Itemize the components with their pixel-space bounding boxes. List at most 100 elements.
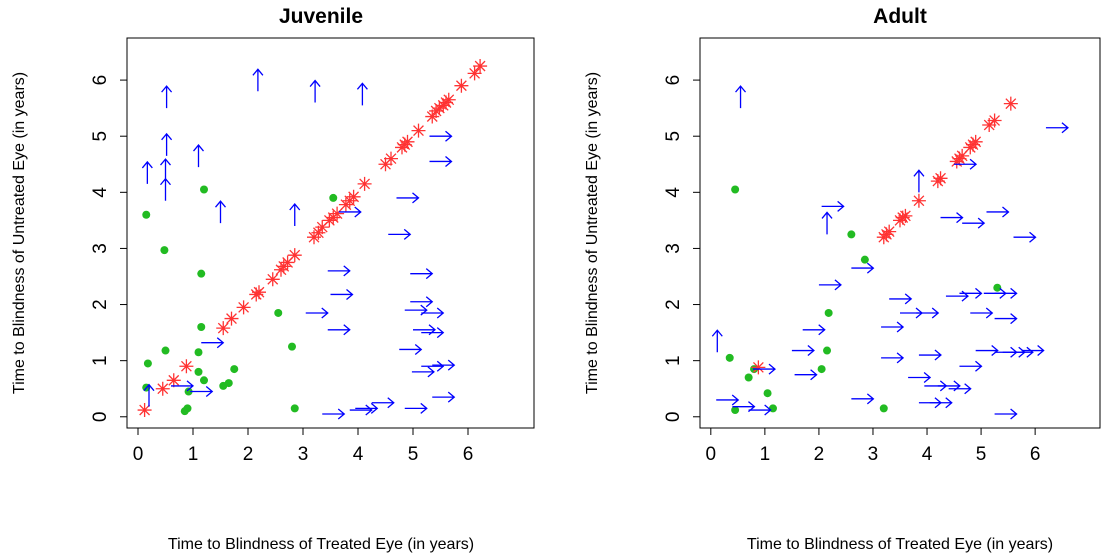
censored-point xyxy=(975,345,999,357)
y-axis: 0 1 2 3 4 5 6 xyxy=(663,75,700,422)
censored-point xyxy=(716,394,740,406)
censored-point xyxy=(429,155,453,167)
data-point xyxy=(817,365,826,374)
censored-point xyxy=(945,290,969,302)
x-tick-label: 1 xyxy=(188,444,199,465)
data-point xyxy=(142,210,151,219)
y-tick-label: 3 xyxy=(90,243,111,254)
x-tick-label: 1 xyxy=(760,444,771,465)
censored-point xyxy=(289,202,301,226)
x-tick-label: 4 xyxy=(922,444,933,465)
censored-point xyxy=(388,228,412,240)
censored-point xyxy=(881,352,905,364)
adult-panel: Adult 0 1 2 3 4 5 6 0 1 2 3 4 5 6 Time to Blindness … xyxy=(584,5,1101,553)
censored-point xyxy=(399,343,423,355)
data-point xyxy=(137,403,152,418)
x-tick-label: 5 xyxy=(408,444,419,465)
censored-point xyxy=(404,304,428,316)
data-point xyxy=(224,311,239,326)
censored-point xyxy=(986,206,1010,218)
censored-point xyxy=(1021,345,1045,357)
censored-point xyxy=(929,397,953,409)
data-point xyxy=(197,322,206,331)
censored-point xyxy=(322,408,346,420)
y-tick-label: 4 xyxy=(663,187,684,198)
panel-title: Juvenile xyxy=(279,5,363,28)
x-axis: 0 1 2 3 4 5 6 xyxy=(133,428,474,465)
data-point xyxy=(384,151,398,166)
data-point xyxy=(731,185,740,194)
censored-point xyxy=(752,363,776,375)
censored-point xyxy=(959,287,983,299)
censored-point xyxy=(962,217,986,229)
censored-point xyxy=(1045,122,1069,134)
data-point xyxy=(155,381,170,396)
censored-point xyxy=(918,349,942,361)
data-point xyxy=(274,308,283,317)
y-axis: 0 1 2 3 4 5 6 xyxy=(90,75,127,422)
censored-point xyxy=(908,371,932,383)
censored-point xyxy=(994,287,1018,299)
censored-point xyxy=(970,307,994,319)
x-axis: 0 1 2 3 4 5 6 xyxy=(706,428,1040,465)
data-point xyxy=(143,359,152,368)
data-point xyxy=(315,220,330,235)
censored-point xyxy=(851,393,875,405)
censored-point xyxy=(432,391,456,403)
data-point xyxy=(252,285,266,300)
censored-point xyxy=(215,200,226,224)
plot-frame xyxy=(126,37,535,429)
x-tick-label: 3 xyxy=(868,444,879,465)
censored-point xyxy=(802,324,826,336)
data-point xyxy=(161,346,170,355)
censored-point xyxy=(404,402,428,414)
data-point xyxy=(955,148,970,163)
x-tick-label: 6 xyxy=(463,444,474,465)
censored-point xyxy=(355,402,379,414)
censored-point xyxy=(432,359,456,371)
censored-point xyxy=(821,211,833,235)
data-point xyxy=(968,134,983,149)
censored-point xyxy=(356,82,368,106)
censored-point xyxy=(421,327,445,339)
censored-point xyxy=(748,404,772,416)
data-point xyxy=(725,353,734,362)
data-point xyxy=(230,365,239,374)
data-point xyxy=(330,206,345,221)
censored-point xyxy=(396,192,420,204)
censored-point xyxy=(160,158,171,182)
censored-point xyxy=(913,169,925,193)
x-axis-title: Time to Blindness of Treated Eye (in yea… xyxy=(747,536,1053,553)
data-point xyxy=(200,376,208,385)
data-point xyxy=(824,308,833,317)
data-point xyxy=(860,255,869,264)
x-tick-label: 4 xyxy=(353,444,364,465)
data-point xyxy=(441,92,456,107)
data-point xyxy=(879,404,888,413)
censored-point xyxy=(940,212,964,224)
censored-point xyxy=(421,360,445,372)
data-point xyxy=(311,225,326,240)
data-point xyxy=(197,269,206,278)
censored-point xyxy=(411,366,435,378)
plot-marks xyxy=(711,85,1069,420)
censored-point xyxy=(821,200,845,212)
censored-point xyxy=(201,337,225,349)
panel-title: Adult xyxy=(873,5,927,28)
censored-point xyxy=(711,329,723,353)
censored-point xyxy=(160,177,171,201)
censored-point xyxy=(141,160,153,184)
censored-point xyxy=(171,380,195,392)
data-point xyxy=(1003,96,1018,111)
data-point xyxy=(993,283,1002,292)
juvenile-panel: Juvenile 0 1 2 3 4 5 6 0 1 2 3 4 5 6 Time to Blindne… xyxy=(11,5,535,553)
censored-point xyxy=(143,383,155,407)
censored-point xyxy=(994,313,1018,325)
censored-point xyxy=(410,268,434,280)
x-tick-label: 2 xyxy=(814,444,825,465)
y-tick-label: 5 xyxy=(90,131,111,142)
data-point xyxy=(751,360,766,375)
censored-point xyxy=(818,279,842,291)
data-point xyxy=(290,404,299,413)
